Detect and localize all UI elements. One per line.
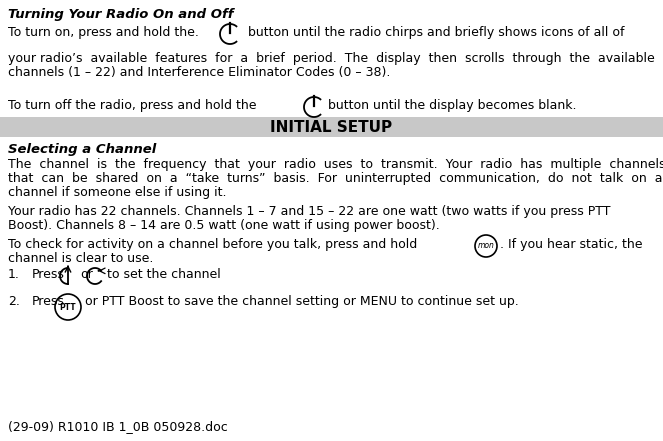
Text: To turn on, press and hold the.: To turn on, press and hold the. (8, 26, 199, 39)
Text: button until the display becomes blank.: button until the display becomes blank. (328, 99, 577, 112)
Text: channel is clear to use.: channel is clear to use. (8, 252, 153, 265)
Text: (29-09) R1010 IB 1_0B 050928.doc: (29-09) R1010 IB 1_0B 050928.doc (8, 420, 228, 433)
Text: PTT: PTT (60, 303, 76, 311)
Text: 1.: 1. (8, 268, 20, 281)
Text: your radio’s  available  features  for  a  brief  period.  The  display  then  s: your radio’s available features for a br… (8, 52, 655, 65)
Text: button until the radio chirps and briefly shows icons of all of: button until the radio chirps and briefl… (244, 26, 625, 39)
Text: To check for activity on a channel before you talk, press and hold: To check for activity on a channel befor… (8, 238, 417, 251)
Text: 2.: 2. (8, 295, 20, 308)
Text: or PTT Boost to save the channel setting or MENU to continue set up.: or PTT Boost to save the channel setting… (85, 295, 518, 308)
Text: mon: mon (477, 242, 495, 250)
Bar (0, 117, 663, 137)
Text: to set the channel: to set the channel (107, 268, 221, 281)
Text: . If you hear static, the: . If you hear static, the (500, 238, 642, 251)
Text: To turn off the radio, press and hold the: To turn off the radio, press and hold th… (8, 99, 257, 112)
Text: Press: Press (32, 268, 65, 281)
Text: or: or (80, 268, 93, 281)
Text: The  channel  is  the  frequency  that  your  radio  uses  to  transmit.  Your  : The channel is the frequency that your r… (8, 158, 663, 171)
Text: that  can  be  shared  on  a  “take  turns”  basis.  For  uninterrupted  communi: that can be shared on a “take turns” bas… (8, 172, 662, 185)
Text: INITIAL SETUP: INITIAL SETUP (271, 120, 392, 135)
Text: Turning Your Radio On and Off: Turning Your Radio On and Off (8, 8, 233, 21)
Text: Boost). Channels 8 – 14 are 0.5 watt (one watt if using power boost).: Boost). Channels 8 – 14 are 0.5 watt (on… (8, 219, 440, 232)
Text: channels (1 – 22) and Interference Eliminator Codes (0 – 38).: channels (1 – 22) and Interference Elimi… (8, 66, 391, 79)
Text: Your radio has 22 channels. Channels 1 – 7 and 15 – 22 are one watt (two watts i: Your radio has 22 channels. Channels 1 –… (8, 205, 611, 218)
Text: channel if someone else if using it.: channel if someone else if using it. (8, 186, 227, 199)
Text: Selecting a Channel: Selecting a Channel (8, 143, 156, 156)
Text: Press: Press (32, 295, 65, 308)
